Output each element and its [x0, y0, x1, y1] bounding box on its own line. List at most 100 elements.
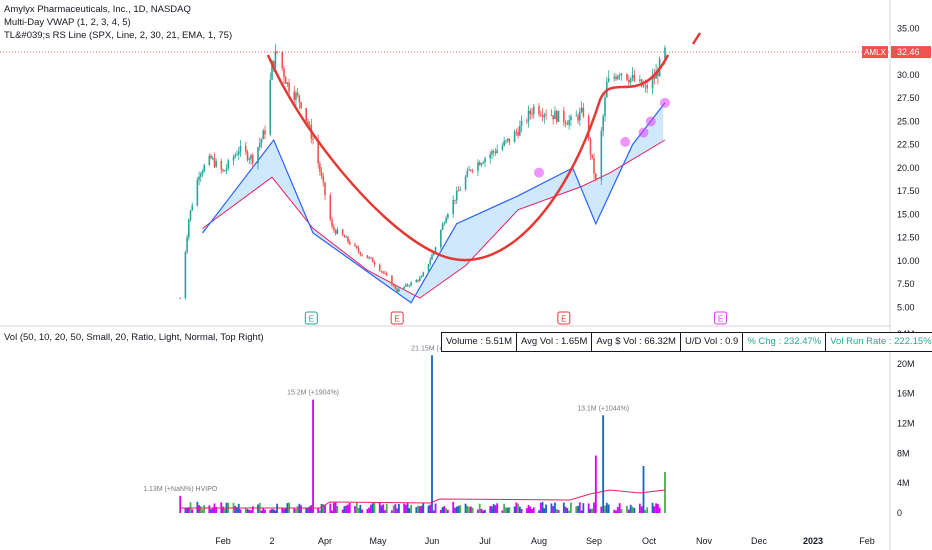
volume-bar: [629, 504, 632, 513]
volume-bar: [357, 507, 360, 513]
volume-bar: [489, 506, 492, 513]
candle-body: [582, 107, 585, 117]
candle-body: [651, 76, 654, 89]
candle-body: [272, 60, 275, 68]
candle-body: [440, 229, 442, 248]
volume-bar: [394, 504, 397, 513]
candle-body: [391, 275, 393, 286]
volume-bar: [434, 503, 437, 513]
volume-bar: [532, 507, 535, 513]
volume-bar: [384, 510, 386, 513]
volume-bar: [271, 508, 273, 513]
candle-body: [324, 182, 326, 196]
candle-body: [589, 138, 592, 155]
volume-bar: [373, 502, 376, 513]
volume-bar: [555, 509, 558, 513]
volume-bar: [312, 399, 314, 513]
price-axis-tick: 30.00: [897, 70, 920, 80]
volume-bar: [355, 502, 358, 513]
volume-axis-tick: 12M: [897, 419, 915, 429]
candle-body: [441, 224, 444, 230]
volume-bar: [187, 507, 190, 513]
volume-bar: [404, 504, 407, 513]
volume-bar: [296, 506, 299, 513]
volume-bar: [602, 415, 605, 513]
volume-bar: [186, 508, 188, 513]
volume-bar: [496, 503, 499, 513]
volume-bar: [633, 507, 636, 513]
volume-bar: [260, 510, 263, 513]
candle-body: [539, 114, 542, 116]
candle-body: [628, 80, 630, 83]
volume-bar: [613, 509, 616, 513]
candle-body: [631, 74, 634, 79]
volume-bar: [447, 509, 449, 513]
candle-body: [545, 114, 547, 116]
candle-body: [222, 169, 224, 172]
candle-body: [657, 72, 659, 77]
time-axis-tick: Jul: [479, 536, 491, 546]
candle-body: [478, 162, 481, 166]
volume-bar: [359, 504, 362, 513]
volume-bar: [348, 503, 351, 513]
volume-bar: [392, 505, 395, 513]
chart-title: Amylyx Pharmaceuticals, Inc., 1D, NASDAQ: [4, 4, 191, 15]
candle-body: [496, 149, 498, 153]
candle-body: [408, 285, 411, 287]
volume-axis-tick: 16M: [897, 389, 915, 399]
candle-body: [489, 154, 492, 159]
volume-bar: [269, 509, 272, 513]
volume-bar: [201, 509, 204, 513]
candle-body: [464, 176, 467, 190]
candle-body: [343, 235, 346, 238]
candle-body: [359, 252, 362, 255]
volume-bar: [620, 509, 623, 513]
volume-bar: [264, 509, 266, 513]
candle-body: [368, 257, 370, 259]
candle-body: [188, 219, 190, 238]
candle-body: [529, 110, 532, 114]
earnings-marker-label: E: [394, 315, 399, 324]
volume-bar: [644, 510, 647, 513]
candle-body: [626, 73, 628, 81]
candle-body: [639, 79, 641, 81]
volume-bar: [215, 506, 218, 513]
candle-body: [398, 288, 400, 292]
candle-body: [506, 138, 509, 141]
volume-bar: [525, 508, 528, 513]
volume-bar: [568, 510, 571, 513]
time-axis-tick: Jun: [425, 536, 440, 546]
volume-bar: [503, 503, 506, 513]
candle-body: [600, 130, 603, 180]
volume-annotation: 21.15M (+1...: [411, 345, 452, 352]
volume-bar: [638, 503, 641, 513]
volume-bar: [478, 503, 481, 513]
volume-bar: [368, 507, 371, 513]
volume-bar: [477, 509, 479, 513]
candle-body: [307, 121, 309, 125]
volume-bar: [494, 505, 497, 513]
time-axis-tick: 2023: [803, 536, 823, 546]
candle-body: [434, 247, 437, 252]
candle-body: [210, 155, 212, 159]
volume-bar: [582, 503, 585, 513]
volume-bar: [557, 510, 560, 513]
candle-body: [593, 157, 595, 174]
volume-bar: [378, 502, 381, 513]
candle-body: [334, 230, 337, 234]
volume-bar: [455, 506, 458, 513]
volume-bar: [531, 508, 533, 513]
candle-body: [620, 73, 623, 76]
candle-body: [655, 72, 657, 79]
candle-body: [370, 257, 372, 259]
volume-bar: [208, 505, 211, 513]
candle-body: [419, 277, 421, 281]
earnings-marker: [304, 311, 318, 325]
volume-bar: [391, 510, 393, 513]
cup-arc: [266, 54, 670, 262]
volume-bar: [380, 505, 383, 513]
volume-bar: [432, 510, 435, 513]
earnings-marker: [714, 311, 727, 325]
